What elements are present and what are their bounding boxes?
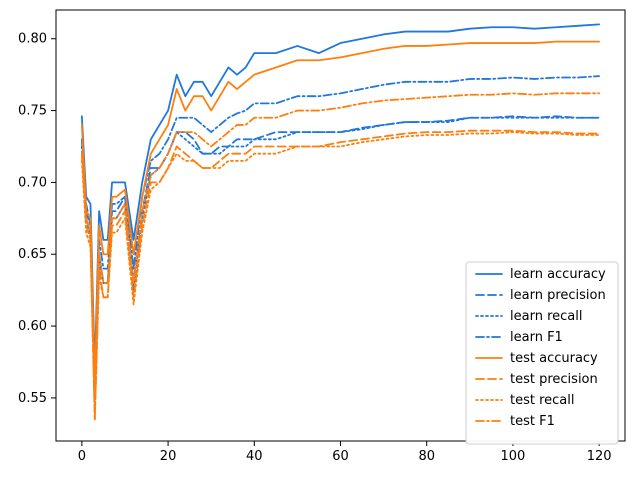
series-line xyxy=(80,23,601,371)
legend-label: test precision xyxy=(510,372,598,387)
legend-label: learn F1 xyxy=(510,330,563,345)
series-line xyxy=(80,131,601,421)
y-tick-label: 0.55 xyxy=(18,391,47,406)
x-tick-label: 100 xyxy=(501,449,526,464)
x-tick-label: 80 xyxy=(418,449,435,464)
x-tick-label: 0 xyxy=(78,449,86,464)
x-tick-label: 40 xyxy=(246,449,263,464)
legend-label: test F1 xyxy=(510,414,555,429)
series-line xyxy=(80,116,601,399)
legend-box xyxy=(465,261,619,445)
series-line xyxy=(80,40,601,385)
y-tick-label: 0.70 xyxy=(18,175,47,190)
x-tick-label: 120 xyxy=(587,449,612,464)
y-tick-label: 0.80 xyxy=(18,32,47,47)
x-tick-label: 20 xyxy=(160,449,177,464)
series-line xyxy=(80,92,601,414)
legend-label: test recall xyxy=(510,393,575,408)
y-tick-label: 0.65 xyxy=(18,247,47,262)
x-tick-label: 60 xyxy=(332,449,349,464)
legend-label: learn recall xyxy=(510,309,582,324)
legend-label: test accuracy xyxy=(510,351,598,366)
y-tick-label: 0.75 xyxy=(18,104,47,119)
y-tick-label: 0.60 xyxy=(18,319,47,334)
legend-label: learn accuracy xyxy=(510,267,606,282)
legend-label: learn precision xyxy=(510,288,606,303)
